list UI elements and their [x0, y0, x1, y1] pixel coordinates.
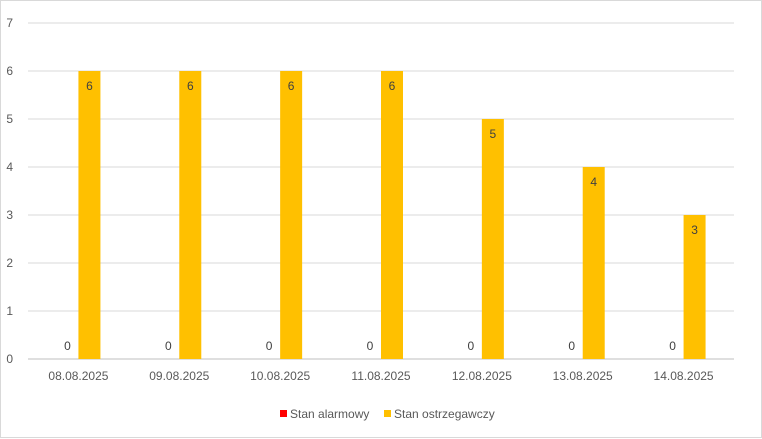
- x-axis-ticks: 08.08.2025 09.08.2025 10.08.2025 11.08.2025…: [48, 369, 714, 383]
- data-label: 0: [367, 339, 374, 353]
- x-tick-label: 12.08.2025: [452, 369, 512, 383]
- bars: [78, 71, 706, 359]
- y-tick-label: 3: [6, 208, 13, 222]
- y-tick-label: 0: [6, 352, 13, 366]
- y-tick-label: 1: [6, 304, 13, 318]
- data-label: 0: [266, 339, 273, 353]
- x-tick-label: 08.08.2025: [48, 369, 108, 383]
- x-tick-label: 09.08.2025: [149, 369, 209, 383]
- data-label: 5: [490, 127, 497, 141]
- y-tick-label: 6: [6, 64, 13, 78]
- data-label: 6: [288, 79, 295, 93]
- x-tick-label: 11.08.2025: [351, 369, 410, 383]
- y-tick-label: 7: [6, 16, 13, 30]
- data-label: 0: [468, 339, 475, 353]
- legend-swatch: [280, 410, 287, 417]
- y-tick-label: 2: [6, 256, 13, 270]
- bar-1: [481, 119, 504, 359]
- bar-1: [582, 167, 605, 359]
- data-label: 3: [691, 223, 698, 237]
- data-label: 6: [389, 79, 396, 93]
- y-tick-label: 5: [6, 112, 13, 126]
- x-tick-label: 10.08.2025: [250, 369, 310, 383]
- data-labels: 0 6 0 6 0 6 0 6 0 5 0 4 0 3: [64, 79, 698, 353]
- data-label: 6: [187, 79, 194, 93]
- x-tick-label: 14.08.2025: [654, 369, 714, 383]
- data-label: 0: [669, 339, 676, 353]
- bar-1: [179, 71, 202, 359]
- legend-label: Stan ostrzegawczy: [394, 407, 495, 421]
- x-tick-label: 13.08.2025: [553, 369, 613, 383]
- legend-label: Stan alarmowy: [290, 407, 369, 421]
- bar-1: [381, 71, 403, 359]
- bar-1: [280, 71, 303, 359]
- bar-1: [683, 215, 706, 359]
- data-label: 0: [568, 339, 575, 353]
- legend-swatch: [384, 410, 391, 417]
- data-label: 0: [165, 339, 172, 353]
- y-axis-ticks: 0 1 2 3 4 5 6 7: [6, 16, 13, 366]
- data-label: 0: [64, 339, 71, 353]
- y-tick-label: 4: [6, 160, 13, 174]
- data-label: 6: [86, 79, 93, 93]
- legend: Stan alarmowy Stan ostrzegawczy: [280, 407, 495, 421]
- data-label: 4: [590, 175, 597, 189]
- bar-1: [78, 71, 101, 359]
